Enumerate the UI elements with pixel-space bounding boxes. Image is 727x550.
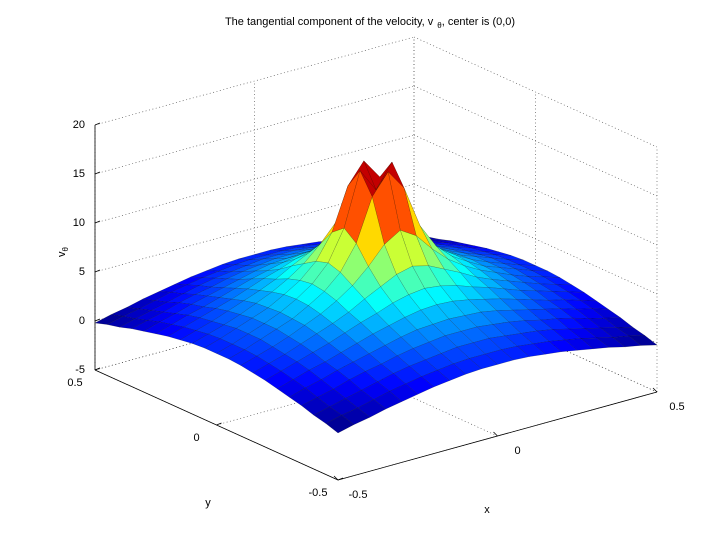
surface-face	[227, 270, 256, 280]
grid-line	[94, 36, 415, 126]
y-tick	[337, 477, 344, 481]
surface-face	[380, 274, 409, 304]
z-tick	[94, 220, 101, 224]
surface-face	[440, 285, 470, 302]
x-tick-label: 0.5	[669, 401, 684, 413]
y-tick	[216, 422, 222, 426]
surface-face	[336, 361, 366, 380]
surface-face	[419, 225, 449, 260]
surface-face	[508, 320, 538, 334]
z-tick	[94, 122, 101, 126]
y-axis-label: y	[205, 497, 211, 509]
chart-title: The tangential component of the velocity…	[225, 16, 515, 30]
z-tick-label: 5	[79, 266, 85, 278]
z-tick-label: -5	[75, 364, 85, 376]
surface-face	[275, 263, 305, 280]
surface-face	[327, 227, 357, 273]
surface-face	[499, 267, 529, 277]
x-tick-label: 0	[514, 445, 520, 457]
surface-face	[284, 343, 314, 362]
x-tick	[652, 387, 658, 393]
z-label-text: v	[56, 251, 68, 257]
title-text: The tangential component of the velocity…	[225, 16, 434, 28]
surface-face	[439, 246, 468, 252]
surface-face	[304, 313, 334, 334]
surface-face	[267, 258, 296, 271]
surface-face	[480, 310, 510, 325]
surface-face	[243, 263, 272, 272]
surface-face	[246, 258, 276, 266]
surface-face	[329, 398, 359, 416]
y-tick-label: 0	[193, 432, 199, 444]
surface-face	[244, 339, 274, 357]
surface-face	[458, 245, 487, 249]
z-tick-label: 10	[73, 217, 85, 229]
z-tick	[94, 269, 101, 273]
surface-face	[271, 254, 300, 264]
x-axis-label: x	[484, 504, 490, 516]
surface-face	[400, 329, 430, 349]
x-tick	[493, 431, 498, 437]
surface-face	[158, 284, 187, 293]
surface-face	[243, 290, 273, 304]
surface-face	[495, 272, 525, 283]
surface-face	[467, 261, 497, 273]
surface-face	[612, 335, 642, 348]
z-tick-label: 0	[79, 315, 85, 327]
z-tick	[94, 171, 101, 175]
surface-face	[274, 252, 304, 259]
surface-face	[239, 303, 269, 319]
surface-face	[470, 247, 500, 253]
title-subscript: θ	[437, 21, 442, 30]
surface-face	[325, 414, 355, 434]
grid-line	[413, 36, 658, 148]
z-tick-label: 20	[73, 119, 85, 131]
z-axis-label: vθ	[56, 246, 70, 257]
surface-face	[463, 252, 492, 259]
surface-face	[479, 269, 509, 282]
title-suffix: , center is (0,0)	[442, 16, 515, 28]
surface-face	[166, 293, 196, 303]
surface-face	[227, 300, 257, 315]
y-tick	[94, 367, 101, 371]
z-label-subscript: θ	[61, 246, 70, 251]
x-tick-label: -0.5	[349, 489, 368, 501]
surface-face	[333, 379, 362, 399]
surface-face	[377, 373, 406, 392]
y-tick-label: 0.5	[67, 377, 82, 389]
y-tick-label: -0.5	[309, 487, 328, 499]
surface-face	[454, 247, 484, 252]
x-tick	[333, 475, 339, 481]
surface-face	[357, 399, 387, 418]
surface-face	[459, 254, 488, 263]
z-tick-label: 15	[73, 168, 85, 180]
surface-face	[304, 379, 334, 398]
z-tick	[94, 318, 101, 322]
surface-face	[283, 280, 313, 300]
